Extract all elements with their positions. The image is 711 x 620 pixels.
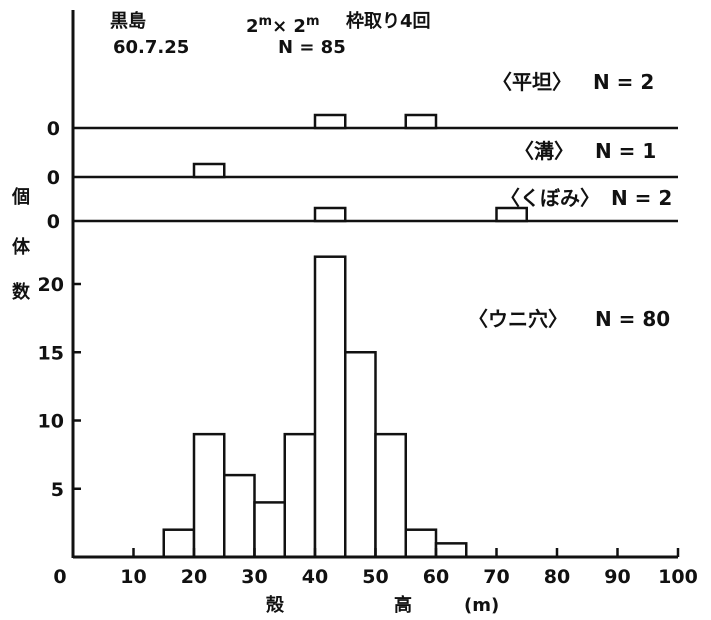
panel-name-flat: 〈平坦〉: [492, 70, 572, 94]
panel-name-urchin-hole: 〈ウニ穴〉: [468, 307, 568, 331]
bar-urchin-hole-3: [223, 473, 256, 559]
total-count-label: N = 85: [278, 37, 346, 58]
x-axis-unit: (m): [464, 595, 500, 616]
y-tick-label-5: 5: [51, 479, 64, 501]
panel-label-hollow: 〈くぼみ〉 N = 2: [500, 187, 672, 209]
x-tick-label-100: 100: [658, 566, 698, 588]
panel-label-groove: 〈溝〉 N = 1: [514, 140, 656, 162]
y-axis-label-char-2: 体: [12, 237, 30, 258]
panel-zero-label-hollow: 0: [47, 211, 60, 233]
panel-zero-label-groove: 0: [47, 167, 60, 189]
bar-urchin-hole-7: [344, 351, 377, 559]
location-label: 黒島: [110, 11, 146, 32]
x-tick-label-80: 80: [544, 566, 570, 588]
bar-hollow-1: [313, 206, 347, 223]
panel-name-groove: 〈溝〉: [514, 139, 574, 163]
bar-flat-1: [313, 113, 347, 130]
bar-urchin-hole-2: [192, 432, 226, 559]
bar-urchin-hole-1: [162, 528, 196, 559]
x-tick-label-50: 50: [362, 566, 388, 588]
quadrat-size-times: × 2: [272, 16, 306, 37]
x-tick-label-90: 90: [604, 566, 630, 588]
bar-groove-1: [192, 162, 226, 179]
date-label: 60.7.25: [113, 37, 190, 58]
x-tick-label-30: 30: [241, 566, 267, 588]
bar-urchin-hole-4: [253, 501, 286, 559]
quadrat-size-unit: m: [258, 14, 273, 29]
quadrat-size-base: 2: [246, 16, 259, 37]
y-tick-label-10: 10: [38, 411, 64, 433]
panel-label-urchin-hole: 〈ウニ穴〉 N = 80: [468, 308, 670, 330]
panel-label-flat: 〈平坦〉 N = 2: [492, 71, 654, 93]
x-tick-label-60: 60: [423, 566, 449, 588]
panel-zero-label-flat: 0: [47, 118, 60, 140]
panel-count-flat: N = 2: [592, 70, 655, 94]
bar-urchin-hole-8: [374, 432, 407, 559]
x-tick-label-70: 70: [483, 566, 509, 588]
bar-urchin-hole-10: [434, 542, 468, 559]
x-axis-label-left: 殻: [266, 595, 284, 616]
y-axis-label-char-1: 個: [12, 187, 30, 208]
x-tick-label-40: 40: [302, 566, 328, 588]
panel-name-hollow: 〈くぼみ〉: [500, 186, 600, 210]
sampling-label: 枠取り4回: [346, 11, 431, 32]
bar-urchin-hole-5: [283, 432, 317, 559]
y-tick-label-20: 20: [38, 274, 64, 296]
y-axis-label-char-3: 数: [12, 282, 30, 303]
quadrat-size-unit-2: m: [305, 14, 320, 29]
panel-count-hollow: N = 2: [610, 186, 673, 210]
x-tick-label-0: 0: [53, 566, 66, 588]
panel-count-groove: N = 1: [594, 139, 657, 163]
x-axis-label-right: 高: [394, 595, 412, 616]
bar-flat-2: [404, 113, 438, 130]
x-tick-label-10: 10: [120, 566, 146, 588]
x-tick-label-20: 20: [181, 566, 207, 588]
bar-urchin-hole-6: [313, 255, 347, 559]
quadrat-size-label: 2m× 2m: [246, 12, 320, 37]
bar-urchin-hole-9: [404, 528, 438, 559]
y-tick-label-15: 15: [38, 342, 64, 364]
panel-count-urchin-hole: N = 80: [594, 307, 671, 331]
bar-hollow-2: [495, 206, 528, 223]
